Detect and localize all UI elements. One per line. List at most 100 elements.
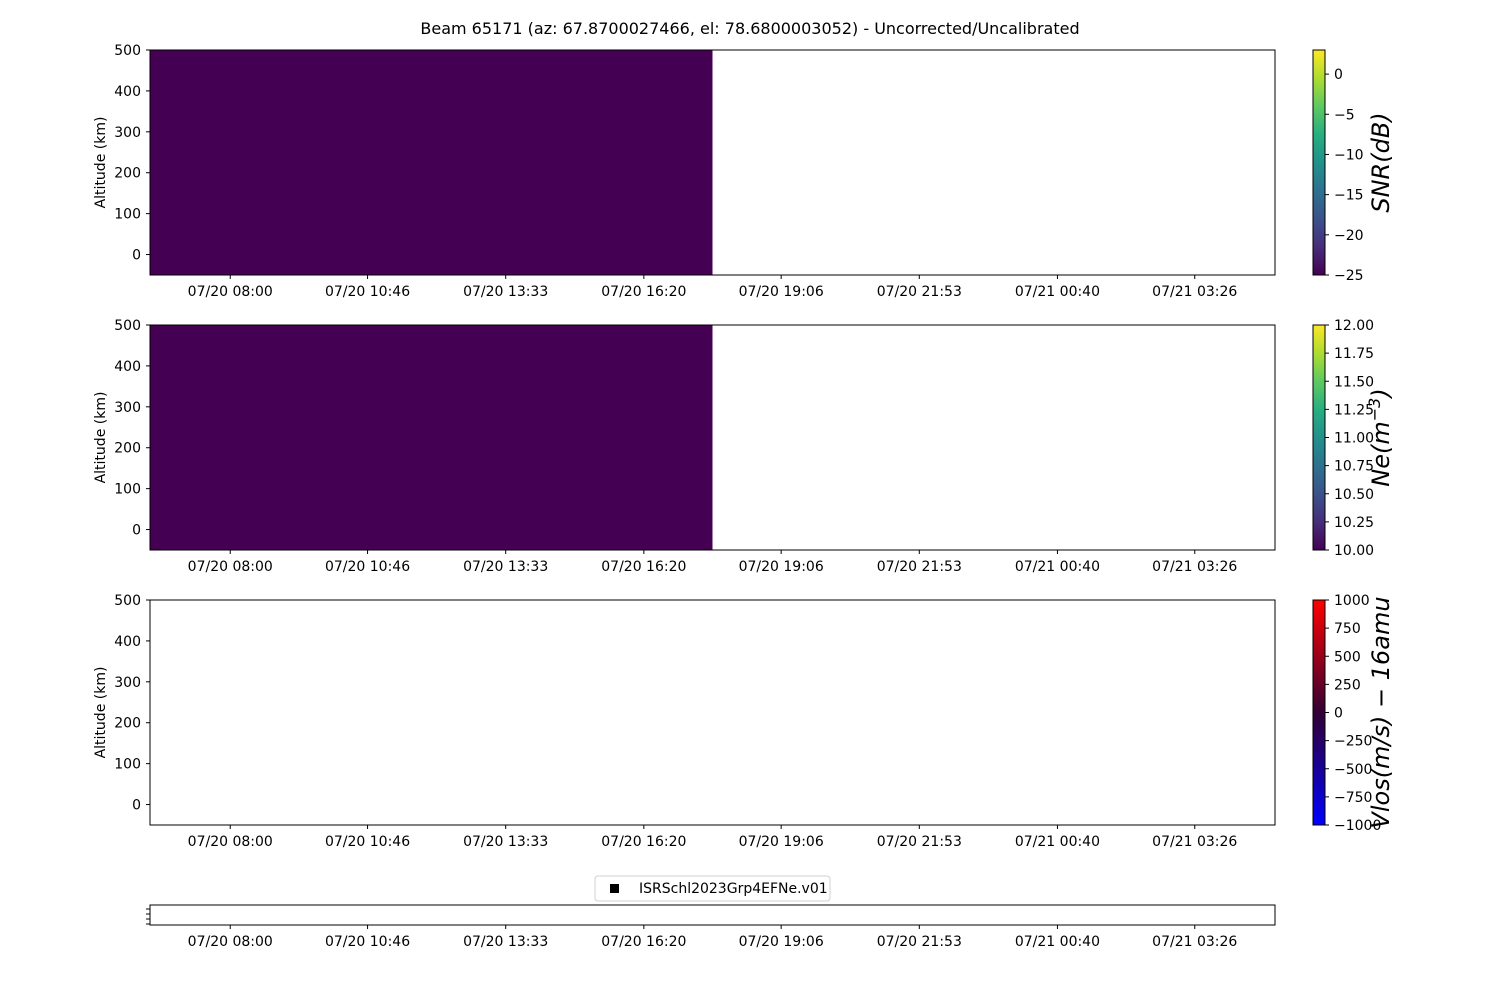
x-tick-label: 07/20 21:53 (877, 934, 962, 950)
y-tick-label: 200 (114, 441, 141, 457)
colorbar-label-exponent: −3 (1365, 398, 1384, 422)
plot-frame (149, 49, 1276, 276)
x-tick-label: 07/20 13:33 (463, 559, 548, 575)
colorbar (1312, 324, 1326, 551)
x-tick-label: 07/20 19:06 (739, 934, 824, 950)
x-tick-label: 07/20 13:33 (463, 834, 548, 850)
x-tick-label: 07/20 16:20 (601, 834, 686, 850)
colorbar-tick-label: 11.75 (1334, 346, 1374, 362)
x-tick-label: 07/20 19:06 (739, 284, 824, 300)
x-tick-label: 07/20 19:06 (739, 834, 824, 850)
colorbar-label: SNR(dB) (1367, 112, 1395, 212)
plot-frame (149, 324, 1276, 551)
x-tick-label: 07/21 00:40 (1015, 934, 1100, 950)
legend: ISRSchl2023Grp4EFNe.v01 (594, 875, 831, 902)
y-axis-label: Altitude (km) (93, 117, 109, 209)
colorbar-tick-label: 10.25 (1334, 515, 1374, 531)
y-axis-label: Altitude (km) (93, 667, 109, 759)
colorbar-tick-label: 10.50 (1334, 487, 1374, 503)
colorbar-tick-label: 750 (1334, 621, 1361, 637)
x-tick-label: 07/21 00:40 (1015, 834, 1100, 850)
y-tick-label: 400 (114, 634, 141, 650)
x-tick-label: 07/20 10:46 (325, 934, 410, 950)
colorbar-tick-label: 0 (1334, 67, 1343, 83)
y-tick-label: 200 (114, 716, 141, 732)
x-tick-label: 07/20 08:00 (188, 284, 273, 300)
x-tick-label: 07/20 16:20 (601, 559, 686, 575)
plot-frame (149, 599, 1276, 826)
y-tick-label: 400 (114, 84, 141, 100)
x-tick-label: 07/21 00:40 (1015, 559, 1100, 575)
colorbar-tick-label: 11.50 (1334, 374, 1374, 390)
y-axis-label: Altitude (km) (93, 392, 109, 484)
x-tick-label: 07/21 03:26 (1152, 284, 1237, 300)
y-tick-label: 0 (132, 523, 141, 539)
colorbar-tick-label: 500 (1334, 649, 1361, 665)
y-tick-label: 100 (114, 207, 141, 223)
colorbar-tick-label: 10.75 (1334, 459, 1374, 475)
subplot-2: 0 100 200 300 400 500 Altitude (km) 12.00 11.75 1… (93, 318, 1395, 575)
x-tick-label: 07/20 21:53 (877, 284, 962, 300)
subplot-3: 0 100 200 300 400 500 Altitude (km) 1000 750 500 2… (93, 593, 1395, 850)
colorbar-tick-label: −20 (1334, 228, 1364, 244)
x-tick-label: 07/20 10:46 (325, 559, 410, 575)
x-tick-label: 07/21 00:40 (1015, 284, 1100, 300)
y-tick-label: 400 (114, 359, 141, 375)
x-tick-label: 07/20 21:53 (877, 834, 962, 850)
x-tick-label: 07/20 08:00 (188, 559, 273, 575)
x-tick-label: 07/20 16:20 (601, 284, 686, 300)
x-tick-label: 07/20 10:46 (325, 834, 410, 850)
subplots: 0 100 200 300 400 500 Altitude (km) 0 −5 −10 −15 −2… (93, 43, 1395, 950)
plot-frame (149, 904, 1276, 926)
y-tick-label: 300 (114, 400, 141, 416)
x-tick-label: 07/21 03:26 (1152, 934, 1237, 950)
colorbar-tick-label: 1000 (1334, 593, 1370, 609)
colorbar-tick-label: −500 (1334, 762, 1372, 778)
colorbar-tick-label: −750 (1334, 790, 1372, 806)
x-tick-label: 07/20 16:20 (601, 934, 686, 950)
y-tick-label: 100 (114, 482, 141, 498)
x-tick-label: 07/20 08:00 (188, 934, 273, 950)
subplot-4: ISRSchl2023Grp4EFNe.v01 07/20 08:00 07/20 … (146, 875, 1276, 950)
x-tick-label: 07/20 21:53 (877, 559, 962, 575)
legend-label: ISRSchl2023Grp4EFNe.v01 (639, 881, 828, 897)
x-tick-label: 07/20 13:33 (463, 934, 548, 950)
colorbar-tick-label: 11.25 (1334, 402, 1374, 418)
colorbar-tick-label: 12.00 (1334, 318, 1374, 334)
colorbar (1312, 49, 1326, 276)
colorbar-tick-label: 10.00 (1334, 543, 1374, 559)
colorbar-tick-label: −5 (1334, 107, 1355, 123)
x-tick-label: 07/20 10:46 (325, 284, 410, 300)
colorbar-tick-label: −10 (1334, 147, 1364, 163)
colorbar-tick-label: 11.00 (1334, 431, 1374, 447)
colorbar-tick-label: −250 (1334, 734, 1372, 750)
subplot-1: 0 100 200 300 400 500 Altitude (km) 0 −5 −10 −15 −2… (93, 43, 1395, 300)
y-tick-label: 0 (132, 798, 141, 814)
y-tick-label: 500 (114, 593, 141, 609)
colorbar-label: Vlos(m/s) − 16amu (1367, 596, 1395, 828)
colorbar-label: Ne(m−3) (1365, 388, 1396, 486)
heatmap-fill-block (150, 325, 713, 550)
heatmap-fill-block (150, 50, 713, 275)
x-tick-label: 07/21 03:26 (1152, 559, 1237, 575)
colorbar-tick-label: −1000 (1334, 818, 1381, 834)
y-tick-label: 500 (114, 43, 141, 59)
legend-box (594, 875, 831, 902)
y-tick-label: 300 (114, 675, 141, 691)
y-tick-label: 300 (114, 125, 141, 141)
x-tick-label: 07/21 03:26 (1152, 834, 1237, 850)
legend-marker (610, 884, 619, 893)
colorbar-tick-label: −25 (1334, 268, 1364, 284)
x-tick-label: 07/20 19:06 (739, 559, 824, 575)
colorbar (1312, 599, 1326, 826)
colorbar-tick-label: 0 (1334, 706, 1343, 722)
colorbar-tick-label: 250 (1334, 677, 1361, 693)
y-tick-label: 200 (114, 166, 141, 182)
y-tick-label: 100 (114, 757, 141, 773)
y-tick-label: 500 (114, 318, 141, 334)
y-tick-label: 0 (132, 248, 141, 264)
x-tick-label: 07/20 13:33 (463, 284, 548, 300)
chart-title: Beam 65171 (az: 67.8700027466, el: 78.68… (420, 19, 1079, 38)
x-tick-label: 07/20 08:00 (188, 834, 273, 850)
